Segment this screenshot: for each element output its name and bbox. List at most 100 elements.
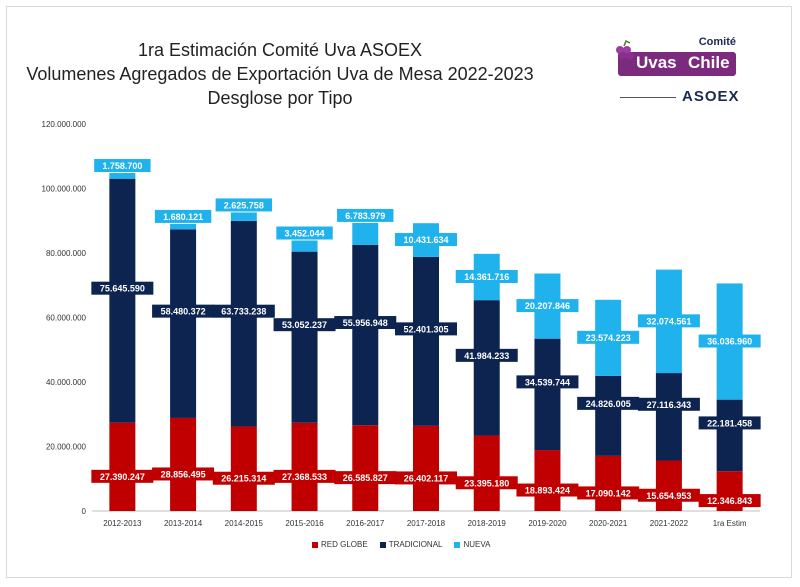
data-label-bg-tradicional — [637, 397, 700, 411]
data-label-red-globe: 26.402.117 — [404, 473, 449, 483]
data-label-red-globe: 28.856.495 — [161, 469, 206, 479]
data-label-bg-tradicional — [273, 318, 336, 332]
data-label-bg-nueva — [94, 159, 151, 173]
data-label-nueva: 1.680.121 — [163, 212, 203, 222]
bar-red-globe — [655, 460, 682, 511]
bar-red-globe — [473, 435, 500, 511]
data-label-nueva: 6.783.979 — [345, 211, 385, 221]
data-label-tradicional: 55.956.948 — [343, 318, 388, 328]
legend-label-nueva: NUEVA — [463, 540, 491, 549]
data-label-bg-red-globe — [516, 483, 579, 497]
x-tick-label: 2017-2018 — [407, 519, 446, 528]
bar-red-globe — [413, 425, 439, 511]
x-tick-label: 2014-2015 — [225, 519, 264, 528]
legend-item-red-globe: RED GLOBE — [312, 540, 368, 549]
data-label-tradicional: 52.401.305 — [403, 324, 448, 334]
bar-tradicional — [595, 375, 622, 456]
bar-red-globe — [170, 417, 197, 511]
bar-nueva — [291, 240, 318, 252]
data-label-bg-nueva — [516, 299, 579, 313]
data-label-bg-red-globe — [334, 471, 397, 485]
legend-label-red-globe: RED GLOBE — [321, 540, 368, 549]
chart-legend: RED GLOBE TRADICIONAL NUEVA — [312, 540, 490, 549]
data-label-bg-nueva — [577, 330, 640, 344]
data-label-red-globe: 26.585.827 — [343, 473, 388, 483]
legend-swatch-red-globe — [312, 541, 318, 548]
data-label-bg-red-globe — [212, 471, 275, 485]
bar-red-globe — [534, 450, 561, 511]
bar-nueva — [352, 222, 379, 245]
data-label-bg-red-globe — [577, 486, 640, 500]
bar-tradicional — [230, 220, 257, 427]
bar-tradicional — [291, 251, 318, 423]
logo-banner — [618, 52, 736, 76]
data-label-red-globe: 12.346.843 — [707, 496, 752, 506]
data-label-nueva: 23.574.223 — [586, 333, 631, 343]
data-label-nueva: 10.431.634 — [403, 235, 448, 245]
legend-item-nueva: NUEVA — [454, 540, 490, 549]
bar-nueva — [109, 173, 136, 179]
data-label-bg-red-globe — [698, 494, 761, 508]
data-label-bg-nueva — [455, 269, 518, 283]
chart-title: 1ra Estimación Comité Uva ASOEX Volumene… — [20, 38, 540, 110]
title-line-1: 1ra Estimación Comité Uva ASOEX — [137, 40, 423, 60]
x-tick-label: 2015-2016 — [285, 519, 324, 528]
data-label-tradicional: 53.052.237 — [282, 320, 327, 330]
bar-red-globe — [595, 455, 622, 511]
data-label-red-globe: 18.893.424 — [525, 486, 570, 496]
data-label-nueva: 32.074.561 — [646, 316, 691, 326]
data-label-bg-nueva — [276, 226, 333, 240]
y-tick-label: 60.000.000 — [46, 314, 87, 323]
logo-comite-text: Comité — [698, 36, 736, 48]
data-label-red-globe: 27.390.247 — [100, 472, 145, 482]
bar-tradicional — [170, 229, 197, 418]
data-label-nueva: 3.452.044 — [285, 229, 325, 239]
data-label-tradicional: 63.733.238 — [221, 307, 266, 317]
x-tick-label: 2016-2017 — [346, 519, 385, 528]
y-tick-label: 20.000.000 — [46, 443, 87, 452]
data-label-nueva: 20.207.846 — [525, 301, 570, 311]
data-label-bg-tradicional — [577, 396, 640, 410]
logo-chile-text: Chile — [688, 53, 730, 72]
data-label-bg-nueva — [154, 209, 212, 223]
bar-nueva — [170, 223, 197, 230]
grape-icon — [616, 40, 634, 66]
bar-red-globe — [109, 422, 136, 511]
data-label-red-globe: 27.368.533 — [282, 472, 327, 482]
data-label-bg-red-globe — [152, 467, 215, 481]
data-label-tradicional: 41.984.233 — [464, 351, 509, 361]
data-label-tradicional: 34.539.744 — [525, 377, 570, 387]
data-label-tradicional: 24.826.005 — [586, 399, 631, 409]
x-tick-label: 2013-2014 — [164, 519, 203, 528]
bar-tradicional — [352, 244, 379, 426]
data-label-bg-tradicional — [455, 348, 518, 362]
data-label-bg-nueva — [637, 314, 700, 328]
legend-swatch-tradicional — [379, 541, 386, 548]
bar-tradicional — [413, 256, 439, 426]
data-label-bg-red-globe — [455, 476, 518, 490]
logo-uvas-text: Uvas — [636, 53, 677, 72]
data-label-bg-tradicional — [152, 304, 215, 318]
data-label-nueva: 2.625.758 — [224, 200, 264, 210]
bar-tradicional — [534, 338, 561, 451]
x-tick-label: 2018-2019 — [468, 519, 507, 528]
y-tick-label: 40.000.000 — [46, 378, 87, 387]
bar-tradicional — [716, 399, 743, 472]
bar-red-globe — [230, 426, 257, 511]
title-line-2: Volumenes Agregados de Exportación Uva d… — [26, 64, 534, 84]
bar-nueva — [230, 212, 257, 221]
y-tick-label: 100.000.000 — [42, 185, 87, 194]
data-label-bg-nueva — [698, 334, 761, 348]
data-label-red-globe: 26.215.314 — [221, 474, 266, 484]
data-label-tradicional: 22.181.458 — [707, 418, 752, 428]
data-label-red-globe: 15.654.953 — [646, 491, 691, 501]
data-label-bg-red-globe — [395, 471, 457, 485]
data-label-bg-tradicional — [395, 322, 457, 336]
legend-label-tradicional: TRADICIONAL — [388, 540, 443, 549]
data-label-red-globe: 23.395.180 — [464, 478, 509, 488]
y-tick-label: 0 — [82, 507, 87, 516]
data-label-red-globe: 17.090.142 — [586, 488, 631, 498]
data-label-bg-nueva — [215, 198, 273, 212]
x-tick-label: 1ra Estim — [713, 519, 747, 528]
